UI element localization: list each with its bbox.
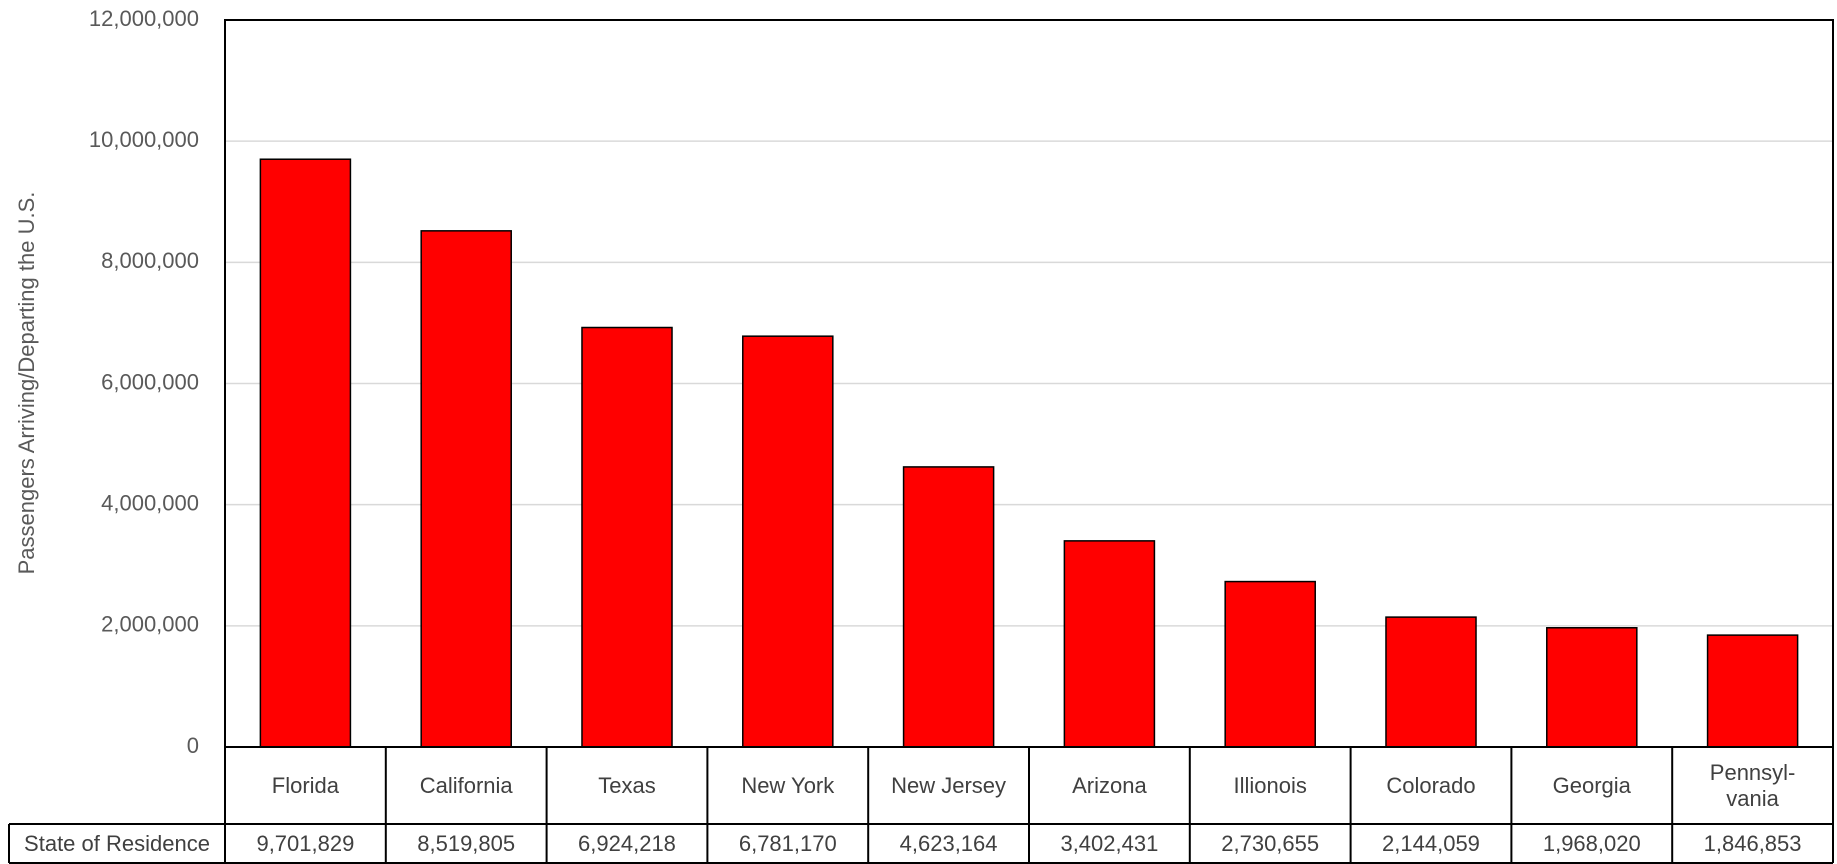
data-label: 4,623,164	[899, 830, 998, 856]
bar	[1224, 580, 1316, 748]
data-label: 6,781,170	[738, 830, 837, 856]
data-label: 9,701,829	[256, 830, 355, 856]
x-tick-label: New Jersey	[891, 772, 1007, 798]
data-label: 6,924,218	[578, 830, 676, 856]
y-axis-label: Passengers Arriving/Departing the U.S.	[14, 192, 39, 575]
y-tick-label: 2,000,000	[101, 612, 199, 637]
x-tick-label: Texas	[598, 772, 656, 798]
bar	[420, 230, 512, 748]
bar	[259, 158, 352, 748]
bar	[1546, 627, 1638, 748]
y-tick-label: 4,000,000	[101, 490, 199, 515]
bar	[1385, 616, 1477, 748]
y-tick-label: 12,000,000	[89, 6, 199, 31]
y-tick-label: 8,000,000	[101, 248, 199, 273]
x-tick-label: Arizona	[1072, 772, 1147, 798]
x-tick-label: Florida	[271, 772, 340, 798]
data-label: 2,144,059	[1382, 830, 1480, 856]
y-tick-label: 10,000,000	[89, 127, 199, 152]
y-tick-label: 0	[187, 733, 199, 758]
x-tick-label: Georgia	[1552, 772, 1631, 798]
bar	[902, 466, 995, 748]
data-label: 1,968,020	[1542, 830, 1641, 856]
data-label: 2,730,655	[1221, 830, 1320, 856]
x-tick-label: New York	[741, 772, 835, 798]
data-label: 3,402,431	[1060, 830, 1159, 856]
x-tick-label: California	[419, 772, 513, 798]
bar	[581, 326, 673, 748]
table-header: State of Residence	[24, 830, 210, 856]
bar	[1063, 540, 1156, 748]
data-label: 8,519,805	[417, 830, 516, 856]
bar	[742, 335, 834, 748]
x-tick-label: Pennsyl- vania	[1709, 760, 1796, 811]
y-tick-label: 6,000,000	[101, 369, 199, 394]
x-tick-label: Illionois	[1233, 772, 1307, 798]
data-label: 1,846,853	[1703, 830, 1802, 856]
bar	[1706, 634, 1799, 748]
x-tick-label: Colorado	[1386, 772, 1476, 798]
